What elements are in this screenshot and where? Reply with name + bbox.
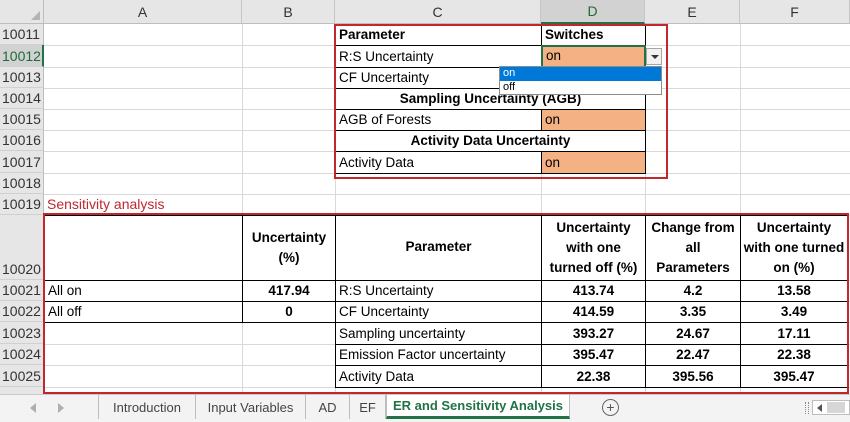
chevron-down-icon[interactable] <box>646 48 662 65</box>
param-row-on[interactable]: 22.38 <box>740 344 848 366</box>
row-header[interactable]: 10011 <box>0 24 44 45</box>
row-header[interactable]: 10017 <box>0 151 44 173</box>
rs-uncertainty-label[interactable]: R:S Uncertainty <box>335 45 542 68</box>
param-row-change[interactable]: 24.67 <box>645 322 741 345</box>
column-header-d[interactable]: D <box>541 0 645 24</box>
row-header[interactable]: 10025 <box>0 365 44 387</box>
switches-header-parameter[interactable]: Parameter <box>335 24 542 46</box>
tab-ad[interactable]: AD <box>306 395 350 419</box>
scroll-thumb[interactable] <box>827 402 845 413</box>
row-header[interactable]: 10023 <box>0 322 44 344</box>
gridline <box>44 194 850 195</box>
agb-forests-switch[interactable]: on <box>541 109 646 131</box>
param-row-label[interactable]: Emission Factor uncertainty <box>335 344 542 366</box>
sheet-tab-bar: Introduction Input Variables AD EF ER an… <box>0 394 850 422</box>
header-uncertainty-percent[interactable]: Uncertainty (%) <box>242 215 336 281</box>
summary-all-on-label[interactable]: All on <box>44 280 243 302</box>
tab-ef[interactable]: EF <box>350 395 386 419</box>
summary-all-on-value[interactable]: 417.94 <box>242 280 336 302</box>
triangle-left-icon[interactable] <box>30 403 36 413</box>
gridline <box>645 24 646 394</box>
row-header[interactable]: 10016 <box>0 130 44 151</box>
switch-dropdown-list[interactable]: on off <box>499 66 662 95</box>
dropdown-option-on[interactable]: on <box>500 67 661 81</box>
row-header[interactable]: 10015 <box>0 109 44 130</box>
gridline <box>740 24 741 394</box>
param-row-change[interactable]: 4.2 <box>645 280 741 302</box>
column-header-c[interactable]: C <box>335 0 541 24</box>
param-row-label[interactable]: Activity Data <box>335 365 542 388</box>
rs-uncertainty-switch[interactable]: on <box>541 45 646 68</box>
activity-data-label[interactable]: Activity Data <box>335 151 542 174</box>
column-header-e[interactable]: E <box>645 0 740 24</box>
row-header[interactable]: 10013 <box>0 67 44 88</box>
row-header-partial[interactable] <box>0 387 44 394</box>
gridline <box>335 24 336 394</box>
summary-all-off-label[interactable]: All off <box>44 301 243 323</box>
switches-header-switches[interactable]: Switches <box>541 24 646 46</box>
row-header[interactable]: 10014 <box>0 88 44 109</box>
header-parameter[interactable]: Parameter <box>335 215 542 281</box>
triangle-right-icon[interactable] <box>58 403 64 413</box>
gridline <box>541 24 542 394</box>
param-row-change[interactable]: 22.47 <box>645 344 741 366</box>
row-header[interactable]: 10021 <box>0 280 44 301</box>
tab-er-sensitivity-analysis[interactable]: ER and Sensitivity Analysis <box>386 395 570 419</box>
spreadsheet-grid[interactable]: A B C D E F 10011 10012 10013 10014 1001… <box>0 0 850 394</box>
param-row-on[interactable]: 3.49 <box>740 301 848 323</box>
header-uncertainty-turned-on[interactable]: Uncertainty with one turned on (%) <box>740 215 848 281</box>
cf-uncertainty-label[interactable]: CF Uncertainty <box>335 67 542 89</box>
row-header-selected[interactable]: 10012 <box>0 45 44 67</box>
tab-input-variables[interactable]: Input Variables <box>196 395 306 419</box>
header-change-from-all[interactable]: Change from all Parameters <box>645 215 741 281</box>
row-header[interactable]: 10019 <box>0 194 44 215</box>
param-row-change[interactable]: 395.56 <box>645 365 741 388</box>
row-header[interactable]: 10018 <box>0 173 44 194</box>
param-row-label[interactable]: R:S Uncertainty <box>335 280 542 302</box>
activity-data-section: Activity Data Uncertainty <box>335 130 646 152</box>
plus-circle-icon[interactable]: + <box>602 399 619 416</box>
param-row-off[interactable]: 22.38 <box>541 365 646 388</box>
row-header[interactable]: 10022 <box>0 301 44 322</box>
header-uncertainty-turned-off[interactable]: Uncertainty with one turned off (%) <box>541 215 646 281</box>
activity-data-switch[interactable]: on <box>541 151 646 174</box>
sensitivity-header-blank[interactable] <box>44 215 243 281</box>
tab-introduction[interactable]: Introduction <box>98 395 196 419</box>
param-row-off[interactable]: 395.47 <box>541 344 646 366</box>
param-row-on[interactable]: 17.11 <box>740 322 848 345</box>
param-row-on[interactable]: 395.47 <box>740 365 848 388</box>
sensitivity-analysis-title[interactable]: Sensitivity analysis <box>47 196 165 212</box>
dropdown-option-off[interactable]: off <box>503 81 516 93</box>
param-row-on[interactable]: 13.58 <box>740 280 848 302</box>
column-header-f[interactable]: F <box>740 0 850 24</box>
gridline <box>242 24 243 394</box>
param-row-off[interactable]: 414.59 <box>541 301 646 323</box>
horizontal-scrollbar[interactable] <box>812 400 850 415</box>
summary-all-off-value[interactable]: 0 <box>242 301 336 323</box>
row-header[interactable]: 10020 <box>0 215 44 280</box>
param-row-off[interactable]: 393.27 <box>541 322 646 345</box>
param-row-off[interactable]: 413.74 <box>541 280 646 302</box>
row-header[interactable]: 10024 <box>0 344 44 365</box>
param-row-label[interactable]: Sampling uncertainty <box>335 322 542 345</box>
param-row-label[interactable]: CF Uncertainty <box>335 301 542 323</box>
select-all-corner[interactable] <box>0 0 44 24</box>
column-header-b[interactable]: B <box>242 0 335 24</box>
scroll-left-icon[interactable] <box>817 404 822 412</box>
tab-splitter-handle[interactable] <box>805 402 809 414</box>
agb-forests-label[interactable]: AGB of Forests <box>335 109 542 131</box>
param-row-change[interactable]: 3.35 <box>645 301 741 323</box>
column-header-a[interactable]: A <box>44 0 242 24</box>
